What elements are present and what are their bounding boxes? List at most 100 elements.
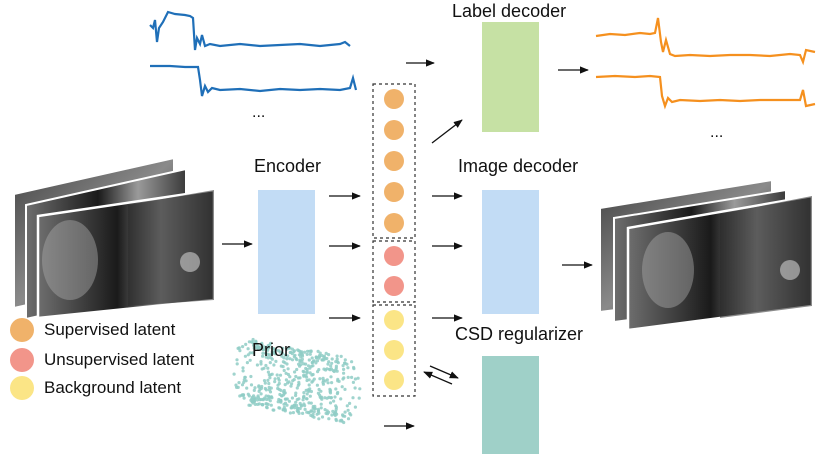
prior-point <box>309 389 313 394</box>
prior-point <box>257 384 261 388</box>
legend-item-unsupervised: Unsupervised latent <box>10 348 194 372</box>
prior-point <box>309 349 313 353</box>
prior-point <box>309 413 313 417</box>
arrows <box>222 59 593 430</box>
prior-point <box>241 369 245 373</box>
prior-point <box>326 381 330 385</box>
prior-point <box>345 404 349 408</box>
prior-point <box>237 381 241 385</box>
prior-point <box>317 411 321 415</box>
prior-point <box>357 396 361 400</box>
latent-dot <box>384 151 404 171</box>
prior-point <box>311 372 315 377</box>
prior-point <box>284 378 288 382</box>
prior-point <box>336 361 340 365</box>
prior-point <box>247 403 251 407</box>
prior-point <box>328 388 333 393</box>
prior-point <box>341 377 345 381</box>
input-trace-1 <box>149 10 351 51</box>
prior-point <box>320 415 325 419</box>
prior-point <box>268 399 272 403</box>
prior-point <box>315 383 319 387</box>
prior-point <box>335 354 339 358</box>
prior-point <box>319 406 323 410</box>
prior-point <box>342 367 346 371</box>
prior-point <box>281 360 285 364</box>
prior-point <box>299 404 304 408</box>
output-trace-2 <box>595 74 816 110</box>
prior-point <box>274 359 278 363</box>
prior-point <box>245 386 249 390</box>
prior-point <box>323 379 327 383</box>
prior-point <box>353 386 357 390</box>
prior-point <box>305 392 309 396</box>
image-decoder-title: Image decoder <box>458 156 579 176</box>
prior-point <box>288 350 292 355</box>
prior-point <box>322 355 326 359</box>
prior-point <box>281 346 285 350</box>
prior-point <box>250 351 255 355</box>
prior-point <box>290 347 294 351</box>
prior-point <box>253 402 257 406</box>
prior-point <box>235 358 239 362</box>
prior-point <box>256 346 260 350</box>
prior-point <box>311 359 315 363</box>
prior-point <box>241 345 245 349</box>
prior-point <box>351 380 355 384</box>
prior-point <box>330 381 334 385</box>
prior-point <box>346 417 351 421</box>
prior-point <box>295 406 299 410</box>
prior-point <box>243 354 247 358</box>
prior-point <box>328 391 333 395</box>
prior-point <box>252 388 256 392</box>
prior-point <box>336 390 340 395</box>
prior-point <box>331 409 335 413</box>
input-frames-stack <box>13 156 216 321</box>
prior-point <box>234 383 238 387</box>
prior-point <box>303 350 307 354</box>
prior-point <box>297 397 301 401</box>
prior-point <box>249 374 253 379</box>
prior-point <box>268 361 272 365</box>
prior-point <box>273 377 277 381</box>
prior-point <box>286 381 290 385</box>
prior-point <box>327 410 331 414</box>
latent-dot <box>384 120 404 140</box>
prior-point <box>328 368 332 372</box>
prior-point <box>327 417 331 421</box>
arrow <box>431 119 463 144</box>
supervised-latent-box <box>372 83 416 239</box>
prior-point <box>290 396 294 400</box>
prior-point <box>248 358 252 362</box>
prior-point <box>272 408 276 412</box>
prior-point <box>278 350 282 354</box>
prior-point <box>332 399 336 403</box>
prior-point <box>238 349 242 353</box>
legend-swatch <box>10 348 34 372</box>
prior-point <box>285 362 289 366</box>
input-trace-2 <box>150 64 358 97</box>
prior-point <box>283 383 287 387</box>
prior-point <box>321 358 325 362</box>
legend-label: Supervised latent <box>44 320 176 339</box>
prior-point <box>266 402 270 406</box>
prior-point <box>259 386 263 390</box>
prior-point <box>301 411 305 415</box>
prior-point <box>252 343 256 347</box>
prior-point <box>243 375 247 379</box>
prior-point <box>298 401 302 406</box>
prior-point <box>272 363 276 367</box>
prior-point <box>298 376 302 380</box>
prior-point <box>317 417 321 421</box>
prior-point <box>340 419 344 423</box>
prior-point <box>293 370 297 374</box>
prior-point <box>346 408 350 412</box>
prior-point <box>302 370 306 374</box>
prior-point <box>336 377 340 381</box>
input-trace-group <box>149 10 358 97</box>
prior-point <box>305 370 309 374</box>
prior-point <box>298 358 302 362</box>
prior-point <box>311 379 315 383</box>
prior-point <box>329 364 333 368</box>
latent-dot <box>384 182 404 202</box>
